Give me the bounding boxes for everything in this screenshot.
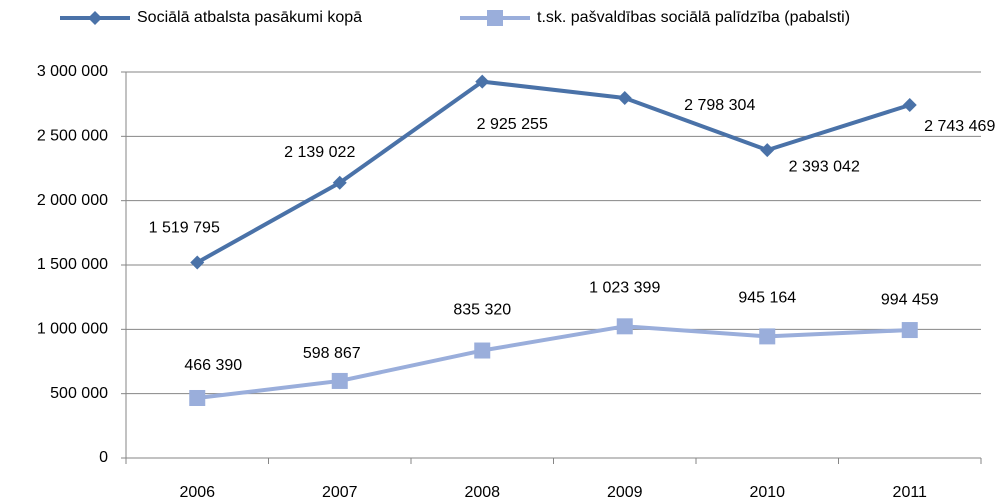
marker: [190, 255, 205, 270]
marker: [902, 98, 917, 113]
x-tick-label: 2006: [179, 484, 215, 501]
legend-label: Sociālā atbalsta pasākumi kopā: [137, 9, 362, 26]
data-label: 994 459: [881, 291, 939, 308]
y-tick-label: 1 500 000: [37, 256, 108, 273]
marker: [616, 318, 633, 335]
marker: [88, 11, 102, 25]
y-tick-label: 3 000 000: [37, 63, 108, 80]
series-line: [196, 79, 911, 265]
data-label: 2 393 042: [789, 158, 860, 175]
data-label: 2 798 304: [684, 97, 755, 114]
data-label: 2 743 469: [924, 118, 995, 135]
marker: [189, 389, 206, 406]
data-label: 1 023 399: [589, 280, 660, 297]
marker: [759, 328, 776, 345]
x-tick-label: 2007: [322, 484, 358, 501]
series-line: [197, 324, 910, 400]
data-label: 2 925 255: [477, 116, 548, 133]
data-label: 466 390: [184, 357, 242, 374]
marker: [331, 372, 348, 389]
y-tick-label: 2 500 000: [37, 128, 108, 145]
data-label: 2 139 022: [284, 144, 355, 161]
y-tick-label: 2 000 000: [37, 192, 108, 209]
data-label: 835 320: [453, 302, 511, 319]
marker: [332, 175, 347, 190]
marker: [487, 10, 503, 26]
legend-label: t.sk. pašvaldības sociālā palīdzība (pab…: [537, 9, 850, 26]
data-label: 1 519 795: [149, 220, 220, 237]
y-tick-label: 500 000: [50, 385, 108, 402]
data-label: 598 867: [303, 345, 361, 362]
x-tick-label: 2010: [749, 484, 785, 501]
marker: [901, 322, 918, 339]
data-label: 945 164: [738, 290, 796, 307]
x-tick-label: 2011: [893, 484, 928, 501]
x-tick-label: 2008: [464, 484, 500, 501]
marker: [475, 74, 490, 89]
y-tick-label: 0: [99, 449, 108, 466]
x-tick-label: 2009: [607, 484, 643, 501]
y-tick-label: 1 000 000: [37, 321, 108, 338]
marker: [760, 143, 775, 158]
marker: [617, 90, 632, 105]
marker: [474, 342, 491, 359]
